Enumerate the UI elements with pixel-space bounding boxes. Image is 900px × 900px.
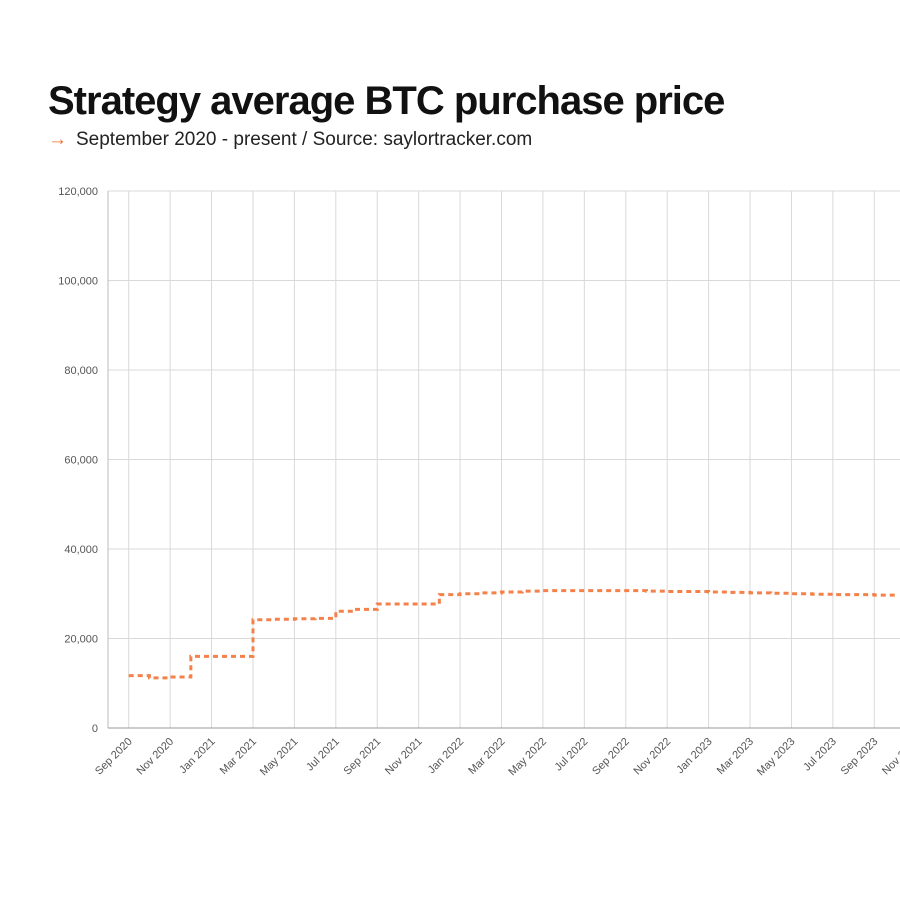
subtitle-marker: → xyxy=(48,129,67,150)
x-tick-label: Sep 2022 xyxy=(590,736,632,778)
y-tick-label: 0 xyxy=(92,723,98,735)
x-tick-label: May 2023 xyxy=(755,736,798,779)
y-tick-label: 120,000 xyxy=(58,186,98,198)
x-tick-label: Mar 2021 xyxy=(218,736,259,777)
x-tick-label: Jan 2021 xyxy=(177,736,217,776)
x-tick-label: Jan 2022 xyxy=(426,736,466,776)
x-tick-label: Jul 2022 xyxy=(553,736,591,774)
x-tick-label: Sep 2020 xyxy=(93,736,135,778)
y-tick-label: 80,000 xyxy=(64,365,98,377)
price-line xyxy=(128,589,895,680)
y-tick-label: 40,000 xyxy=(64,544,98,556)
x-tick-label: Nov 2020 xyxy=(134,736,176,778)
x-tick-label: Jul 2021 xyxy=(304,736,342,774)
x-tick-label: Nov 2022 xyxy=(632,736,674,778)
y-tick-label: 20,000 xyxy=(64,634,98,646)
y-tick-label: 60,000 xyxy=(64,455,98,467)
x-tick-label: Jul 2023 xyxy=(801,736,839,774)
x-tick-label: Jan 2023 xyxy=(674,736,714,776)
chart-subtitle: September 2020 - present / Source: saylo… xyxy=(76,129,532,150)
x-tick-label: Mar 2023 xyxy=(715,736,756,777)
x-tick-label: May 2021 xyxy=(258,736,301,779)
x-tick-label: Sep 2021 xyxy=(342,736,384,778)
x-tick-label: Nov 2021 xyxy=(383,736,425,778)
x-tick-label: Mar 2022 xyxy=(466,736,507,777)
x-tick-label: Sep 2023 xyxy=(839,736,881,778)
x-tick-label: Nov 2023 xyxy=(880,736,900,778)
y-tick-label: 100,000 xyxy=(58,276,98,288)
x-tick-label: May 2022 xyxy=(506,736,549,779)
chart-title: Strategy average BTC purchase price xyxy=(48,79,724,123)
